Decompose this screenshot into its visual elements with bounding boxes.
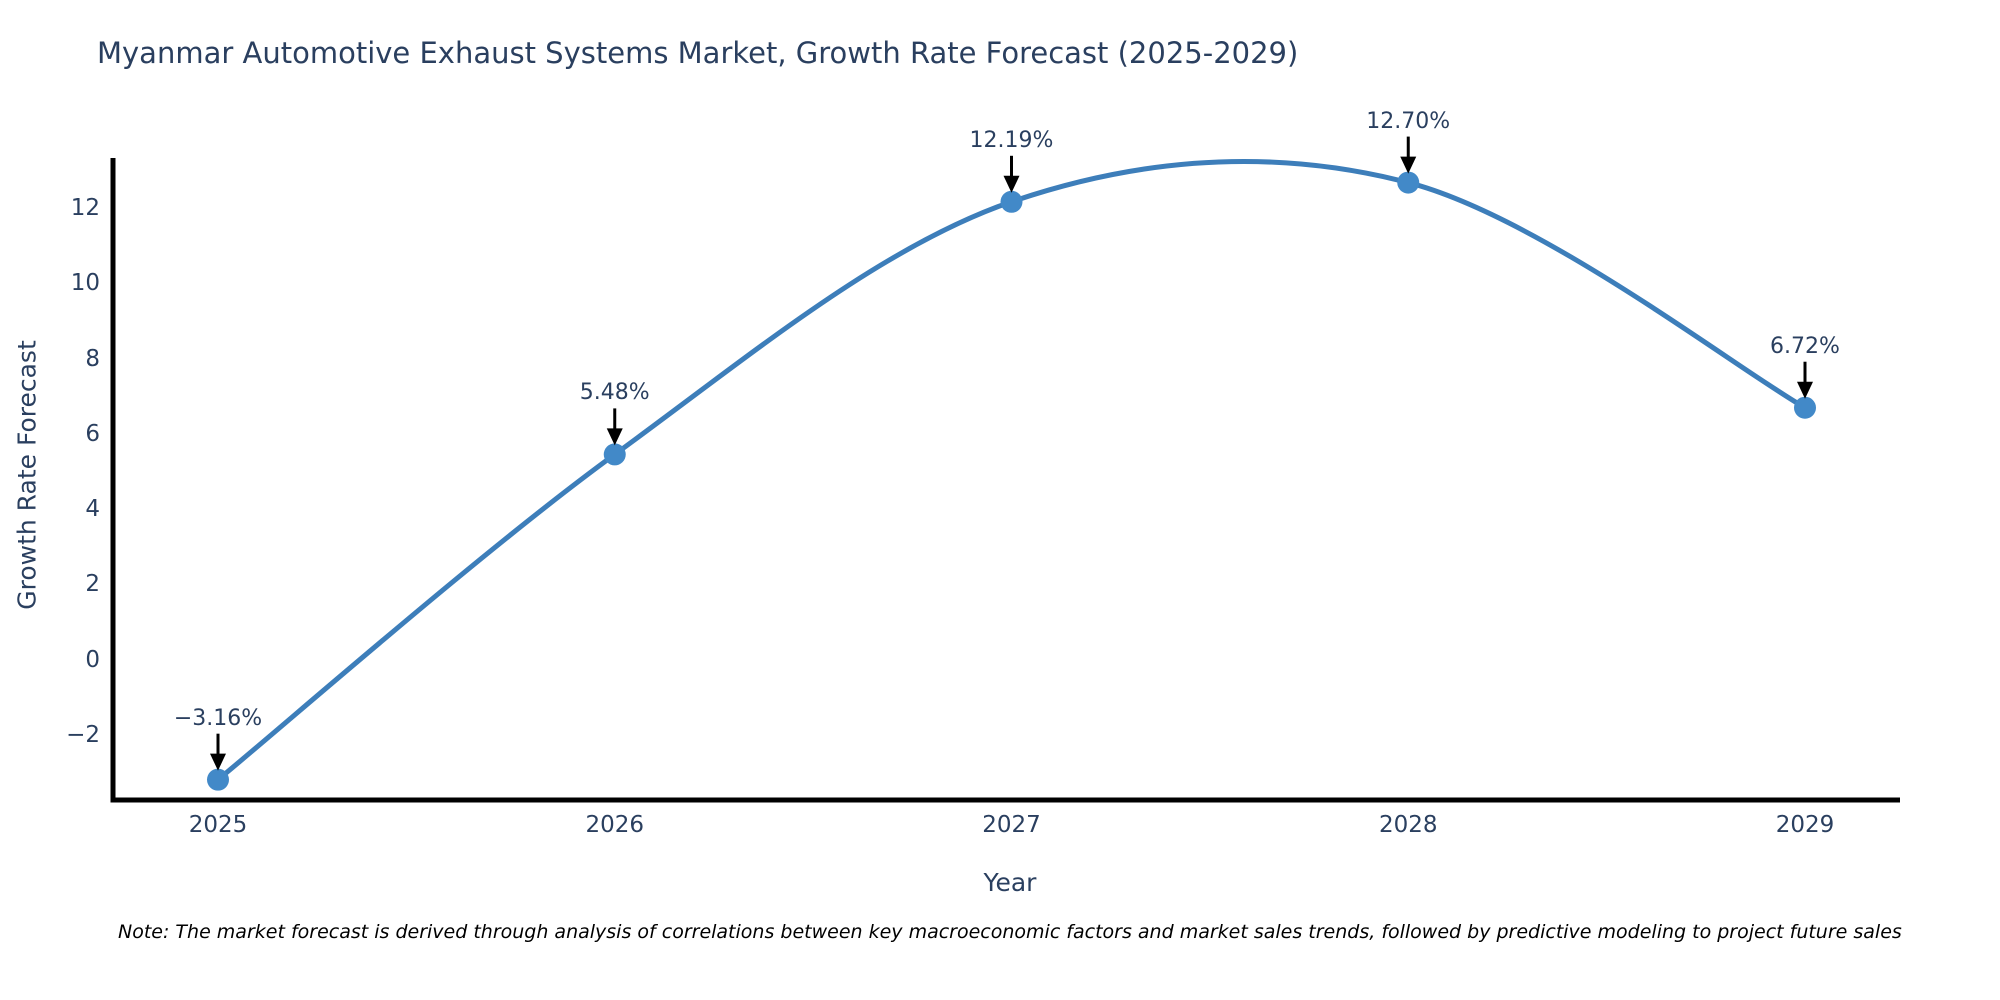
- footnote: Note: The market forecast is derived thr…: [118, 921, 1902, 943]
- y-tick-label: 10: [70, 270, 100, 297]
- data-point-marker: [1000, 190, 1023, 213]
- point-annotation: 5.48%: [579, 380, 650, 406]
- data-point-marker: [1397, 171, 1420, 194]
- x-tick-label: 2025: [188, 812, 248, 838]
- annotation-arrowhead: [606, 428, 623, 446]
- y-tick-label: 8: [85, 345, 100, 372]
- annotation-arrowhead: [1003, 175, 1020, 193]
- point-annotation: 12.19%: [969, 127, 1054, 153]
- spline-curve: [215, 158, 1808, 783]
- y-tick-label: 4: [85, 496, 100, 523]
- x-tick-label: 2028: [1378, 812, 1438, 838]
- y-axis-title: Growth Rate Forecast: [12, 340, 42, 610]
- x-tick-label: 2027: [982, 812, 1041, 838]
- y-tick-label: −2: [66, 722, 100, 748]
- x-tick-label: 2029: [1775, 812, 1835, 838]
- x-axis-title: Year: [983, 868, 1037, 897]
- y-tick-label: 12: [70, 194, 100, 221]
- data-point-marker: [207, 768, 229, 791]
- y-tick-label: 2: [85, 571, 100, 598]
- annotation-arrowhead: [1400, 156, 1417, 174]
- x-tick-label: 2026: [585, 812, 645, 838]
- point-annotation: −3.16%: [173, 705, 263, 731]
- annotation-arrowhead: [210, 753, 226, 771]
- y-tick-label: 0: [85, 646, 100, 673]
- chart-title: Myanmar Automotive Exhaust Systems Marke…: [97, 36, 1299, 70]
- data-point-marker: [603, 443, 626, 466]
- annotation-arrowhead: [1797, 381, 1813, 399]
- y-tick-label: 6: [85, 420, 100, 447]
- point-annotation: 12.70%: [1366, 108, 1451, 134]
- data-point-marker: [1794, 396, 1816, 419]
- point-annotation: 6.72%: [1770, 333, 1840, 359]
